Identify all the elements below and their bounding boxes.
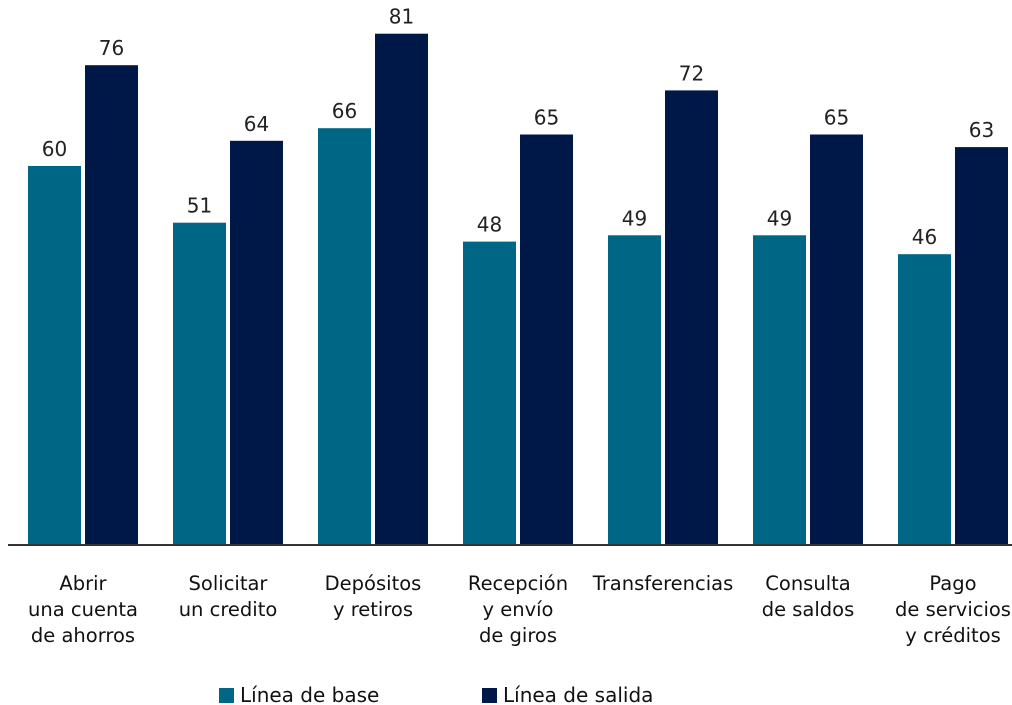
bar-exit-1 — [230, 140, 283, 545]
bar-baseline-4 — [608, 235, 661, 545]
value-label-exit-2: 81 — [389, 5, 414, 29]
bar-baseline-5 — [753, 235, 806, 545]
bar-exit-6 — [955, 147, 1008, 544]
legend-label-exit: Línea de salida — [503, 683, 653, 705]
category-label-3: Recepción y envío de giros — [468, 572, 568, 647]
category-label-5: Consulta de saldos — [762, 572, 855, 621]
bar-exit-2 — [375, 33, 428, 544]
category-label-6: Pago de servicios y créditos — [895, 572, 1011, 647]
legend: Línea de base Línea de salida — [219, 683, 653, 705]
value-label-exit-6: 63 — [969, 118, 994, 142]
value-label-exit-5: 65 — [824, 106, 849, 130]
bar-baseline-2 — [318, 128, 371, 544]
value-label-baseline-4: 49 — [622, 206, 647, 230]
category-label-1: Solicitar un credito — [179, 572, 278, 621]
bar-exit-5 — [810, 134, 863, 544]
value-label-baseline-2: 66 — [332, 99, 357, 123]
legend-swatch-exit — [482, 688, 497, 703]
category-label-0: Abrir una cuenta de ahorros — [28, 572, 138, 647]
category-label-2: Depósitos y retiros — [325, 572, 422, 621]
value-label-exit-0: 76 — [99, 36, 124, 60]
value-label-baseline-6: 46 — [912, 225, 937, 249]
bar-baseline-6 — [898, 254, 951, 544]
bar-baseline-1 — [173, 222, 226, 544]
value-label-exit-3: 65 — [534, 106, 559, 130]
category-labels-layer: Abrir una cuenta de ahorros Solicitar un cre… — [28, 572, 1011, 647]
bar-exit-0 — [85, 65, 138, 544]
bar-baseline-0 — [28, 166, 81, 544]
value-label-exit-1: 64 — [244, 112, 269, 136]
bar-baseline-3 — [463, 241, 516, 544]
value-label-baseline-5: 49 — [767, 206, 792, 230]
category-label-4: Transferencias — [592, 572, 734, 595]
bar-exit-4 — [665, 90, 718, 545]
legend-swatch-baseline — [219, 688, 234, 703]
legend-label-baseline: Línea de base — [240, 683, 379, 705]
value-label-baseline-3: 48 — [477, 213, 502, 237]
value-label-baseline-0: 60 — [42, 137, 67, 161]
value-label-exit-4: 72 — [679, 61, 704, 85]
value-labels-layer: 60 76 51 64 66 81 48 65 49 72 49 65 46 63 — [42, 5, 994, 249]
bars-layer — [28, 33, 1008, 545]
value-label-baseline-1: 51 — [187, 194, 212, 218]
bar-exit-3 — [520, 134, 573, 544]
